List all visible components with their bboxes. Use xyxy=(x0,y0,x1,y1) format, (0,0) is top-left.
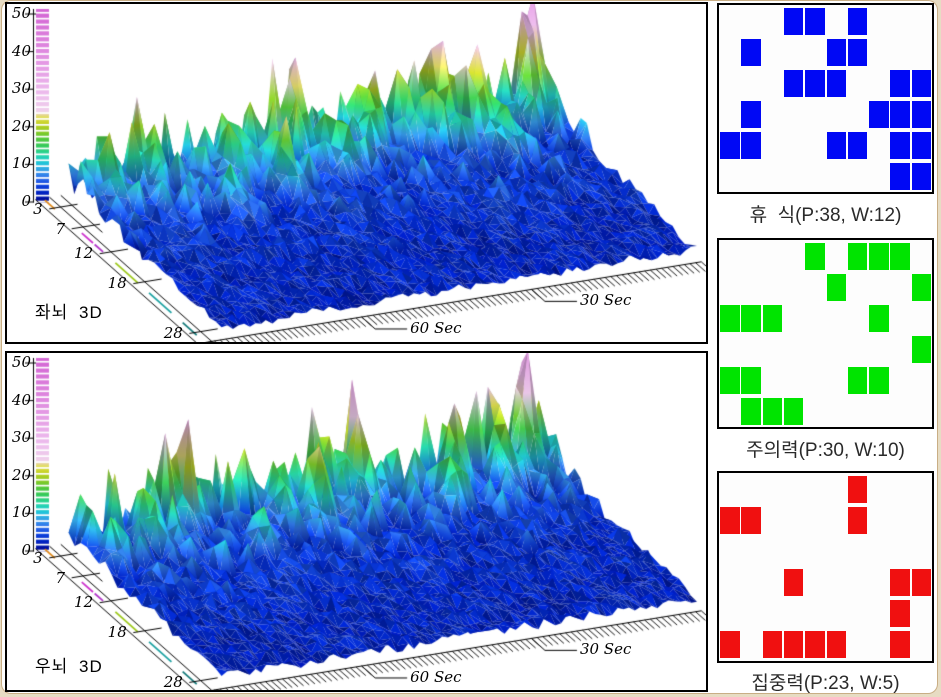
grid-cell xyxy=(890,69,910,97)
grid-cell xyxy=(911,100,932,128)
grid-cell xyxy=(911,568,932,596)
grid-cell xyxy=(805,69,825,97)
freq-axis-tick-label: 7 xyxy=(55,219,66,238)
grid-cell xyxy=(911,163,932,190)
grid-cell xyxy=(890,631,910,658)
grid-cell xyxy=(720,506,740,534)
time-axis-tick-label: 30 Sec xyxy=(579,640,632,659)
freq-axis-tick-label: 7 xyxy=(55,568,66,587)
grid-cell xyxy=(783,69,804,97)
grid-cell xyxy=(762,631,783,658)
attention-grid xyxy=(717,238,934,429)
freq-axis-tick-label: 28 xyxy=(163,673,183,692)
grid-cell xyxy=(847,242,868,270)
z-axis-tick-label: 10 xyxy=(11,503,31,522)
z-axis-tick-label: 40 xyxy=(11,41,31,60)
left-brain-surface-canvas xyxy=(7,4,706,342)
grid-cell xyxy=(741,398,761,425)
freq-axis-tick-label: 18 xyxy=(107,274,127,293)
z-axis-tick-label: 20 xyxy=(11,465,31,484)
grid-cell xyxy=(890,163,910,190)
grid-cell xyxy=(890,100,910,128)
grid-cell xyxy=(869,242,889,270)
grid-cell xyxy=(720,366,740,394)
z-axis-tick-label: 30 xyxy=(11,79,31,98)
grid-cell xyxy=(741,38,761,66)
grid-cell xyxy=(890,568,910,596)
grid-cell xyxy=(762,398,783,425)
concentration-grid-label: 집중력(P:23, W:5) xyxy=(751,673,900,694)
z-axis-tick-label: 40 xyxy=(11,390,31,409)
grid-cell xyxy=(805,242,825,270)
grid-cell xyxy=(869,100,889,128)
left-brain-3d-panel: 50 40 30 20 10 0 3 7 12 18 28 30 Sec 60 Sec 좌뇌 3D xyxy=(5,2,708,344)
freq-axis-tick-label: 12 xyxy=(74,593,94,612)
grid-cell xyxy=(720,131,740,159)
grid-cell xyxy=(826,131,846,159)
rest-grid-label: 휴 식(P:38, W:12) xyxy=(749,205,902,226)
grid-cell xyxy=(911,69,932,97)
grid-cell xyxy=(911,335,932,363)
grid-cell xyxy=(826,38,846,66)
z-axis-tick-label: 10 xyxy=(11,154,31,173)
right-brain-title: 우뇌 3D xyxy=(35,657,103,676)
right-brain-3d-panel: 50 40 30 20 10 0 3 7 12 18 28 30 Sec 60 Sec 우뇌 3D xyxy=(5,351,708,692)
grid-cell xyxy=(847,131,868,159)
attention-grid-panel: 주의력(P:30, W:10) xyxy=(717,238,934,463)
left-brain-axis-labels: 50 40 30 20 10 0 3 7 12 18 28 30 Sec 60 Sec xyxy=(7,4,706,342)
freq-axis-tick-label: 3 xyxy=(33,199,43,218)
grid-cell xyxy=(911,273,932,301)
grid-cell xyxy=(805,631,825,658)
grid-cell xyxy=(847,475,868,503)
grid-cell xyxy=(741,506,761,534)
freq-axis-tick-label: 12 xyxy=(74,244,94,263)
left-brain-title: 좌뇌 3D xyxy=(35,303,103,322)
right-brain-surface-canvas xyxy=(7,353,706,690)
grid-cell xyxy=(911,131,932,159)
rest-grid xyxy=(717,3,934,194)
grid-cell xyxy=(783,631,804,658)
grid-cell xyxy=(762,304,783,332)
z-axis-tick-label: 0 xyxy=(21,541,31,559)
time-axis-tick-label: 60 Sec xyxy=(410,318,462,337)
z-axis-tick-label: 50 xyxy=(11,353,31,371)
freq-axis-tick-label: 18 xyxy=(107,623,127,642)
grid-cell xyxy=(720,631,740,658)
freq-axis-tick-label: 28 xyxy=(163,324,183,343)
z-axis-tick-label: 30 xyxy=(11,428,31,447)
grid-cell xyxy=(847,38,868,66)
grid-cell xyxy=(826,273,846,301)
grid-cell xyxy=(826,631,846,658)
grid-cell xyxy=(783,7,804,35)
grid-cell xyxy=(890,599,910,627)
attention-grid-label: 주의력(P:30, W:10) xyxy=(746,440,905,461)
grid-cell xyxy=(847,506,868,534)
grid-cell xyxy=(720,304,740,332)
grid-cell xyxy=(847,7,868,35)
z-axis-tick-label: 50 xyxy=(11,4,31,22)
grid-cell xyxy=(783,398,804,425)
grid-cell xyxy=(847,366,868,394)
concentration-grid xyxy=(717,471,934,663)
grid-cell xyxy=(741,304,761,332)
grid-cell xyxy=(826,69,846,97)
grid-cell xyxy=(783,568,804,596)
grid-cell xyxy=(890,242,910,270)
grid-cell xyxy=(890,131,910,159)
grid-cell xyxy=(741,100,761,128)
z-axis-tick-label: 0 xyxy=(21,192,31,210)
time-axis-tick-label: 60 Sec xyxy=(410,667,462,686)
grid-cell xyxy=(869,366,889,394)
grid-cell xyxy=(869,304,889,332)
time-axis-tick-label: 30 Sec xyxy=(579,291,632,310)
grid-cell xyxy=(741,131,761,159)
rest-grid-panel: 휴 식(P:38, W:12) xyxy=(717,3,934,228)
freq-axis-tick-label: 3 xyxy=(33,548,43,567)
grid-cell xyxy=(741,366,761,394)
grid-cell xyxy=(805,7,825,35)
z-axis-tick-label: 20 xyxy=(11,116,31,135)
right-brain-axis-labels: 50 40 30 20 10 0 3 7 12 18 28 30 Sec 60 Sec xyxy=(7,353,706,692)
concentration-grid-panel: 집중력(P:23, W:5) xyxy=(717,471,934,697)
